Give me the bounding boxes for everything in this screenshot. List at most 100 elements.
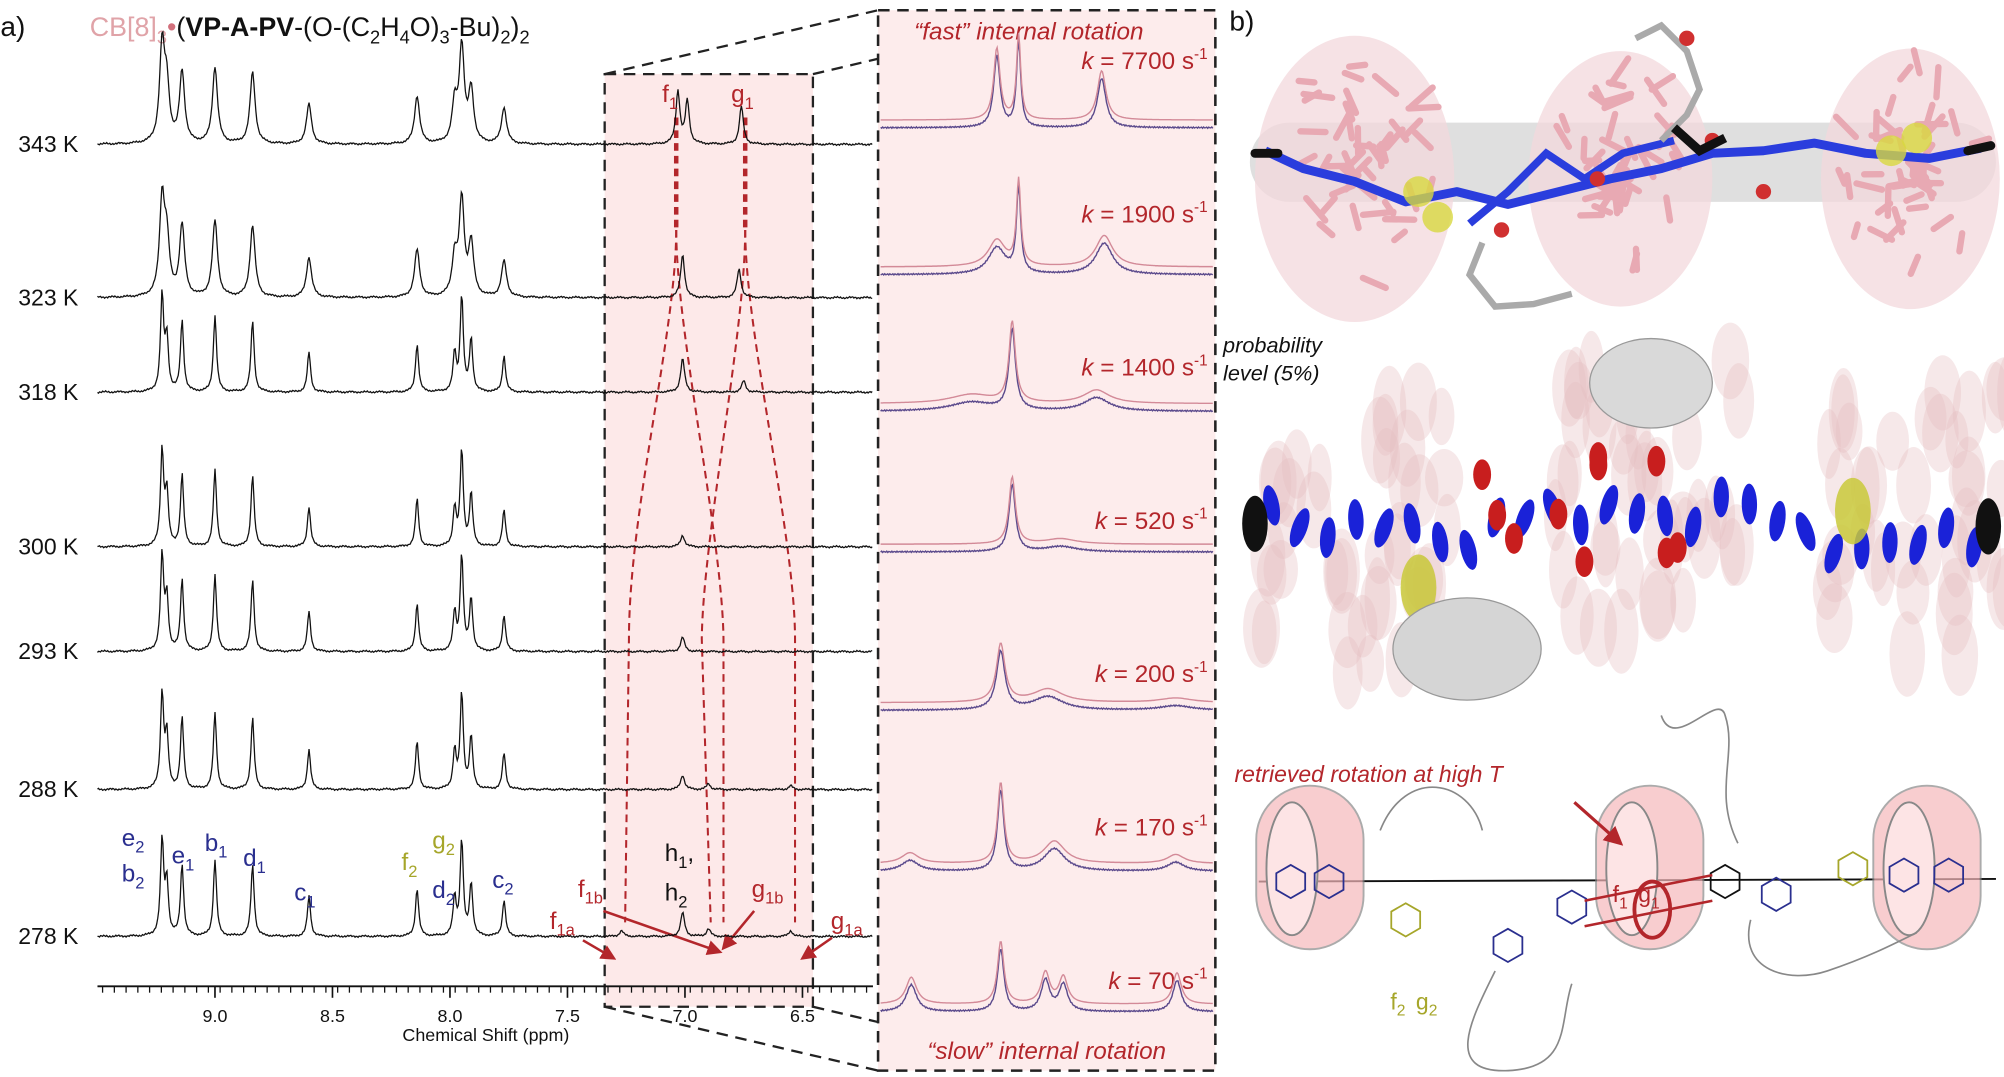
bond xyxy=(1465,241,1573,310)
temperature-label: 318 K xyxy=(18,379,79,405)
text-part: 1 xyxy=(218,844,227,862)
text-part: 2 xyxy=(1397,1003,1406,1020)
peak-label: f1a xyxy=(550,908,576,940)
bond xyxy=(1875,126,1904,143)
ellipsoid xyxy=(1876,411,1910,471)
peak-arrows xyxy=(582,909,833,960)
ellipsoid xyxy=(1941,614,1979,696)
panel-label: a) xyxy=(0,11,25,42)
bond xyxy=(1956,230,1966,255)
simulated-trace xyxy=(880,176,1213,268)
text-part: 1 xyxy=(1619,895,1628,912)
ellipsoid xyxy=(1243,588,1281,668)
text-part: -Bu) xyxy=(450,12,501,42)
rate-value: = 1900 s xyxy=(1094,201,1195,228)
bond xyxy=(1910,47,1923,77)
atom xyxy=(1422,201,1453,233)
ring xyxy=(1313,863,1345,900)
bond xyxy=(1297,128,1329,136)
ellipsoid xyxy=(1347,594,1378,658)
peak-label: g1b xyxy=(752,876,784,908)
ellipsoid xyxy=(1361,396,1399,484)
nmr-spectrum xyxy=(97,185,873,300)
ellipsoid xyxy=(1945,411,1969,469)
text-part: 1a xyxy=(844,922,863,940)
ellipsoid xyxy=(1831,374,1855,449)
nmr-spectrum xyxy=(97,30,873,147)
rate-exponent: -1 xyxy=(1194,812,1208,829)
ring xyxy=(1556,889,1588,925)
ellipsoid xyxy=(1332,636,1363,710)
experimental-trace xyxy=(880,483,1214,554)
bond xyxy=(1883,219,1907,243)
arrow xyxy=(582,939,617,960)
scheme-label: g1 xyxy=(1638,881,1660,912)
bond xyxy=(1968,135,1993,147)
text-part: g xyxy=(432,827,446,854)
atom xyxy=(1901,122,1933,154)
ring xyxy=(1492,927,1524,964)
text-part: 3 xyxy=(440,26,450,47)
x-tick-label: 9.0 xyxy=(203,1006,228,1026)
ellipsoid xyxy=(1599,484,1619,525)
peak-label: g1a xyxy=(831,908,864,940)
ellipsoid xyxy=(1835,402,1863,461)
ellipsoid xyxy=(1997,357,2004,431)
ring xyxy=(1837,851,1869,887)
experimental-trace xyxy=(880,948,1214,1013)
text-part: g xyxy=(1638,881,1651,907)
ellipsoid xyxy=(1684,506,1702,548)
bond xyxy=(1907,253,1922,278)
bond xyxy=(1903,191,1925,204)
ellipsoid xyxy=(1812,558,1842,621)
bond xyxy=(1671,124,1728,157)
rate-symbol: k xyxy=(1081,355,1095,382)
figure-title: CB[8]3•(VP-A-PV-(O-(C2H4O)3-Bu)2)2 xyxy=(90,12,530,48)
ellipsoid xyxy=(1889,611,1926,697)
text-part: h xyxy=(665,840,678,867)
rate-label: k = 200 s-1 xyxy=(1095,659,1208,688)
guide xyxy=(624,229,678,923)
ellipsoid xyxy=(1242,495,1268,552)
atom xyxy=(1589,171,1606,187)
ellipsoid xyxy=(1392,597,1542,701)
text-part: c xyxy=(294,880,306,907)
peak-label: c1 xyxy=(294,880,315,912)
rate-value: = 7700 s xyxy=(1094,48,1195,75)
rotation-note: retrieved rotation at high T xyxy=(1235,761,1505,787)
peak-label: e2 xyxy=(122,825,145,857)
peak-label: g2 xyxy=(432,827,455,859)
macrocycle xyxy=(1605,801,1659,937)
bond xyxy=(1948,108,1961,137)
bond xyxy=(1467,136,1675,227)
bond xyxy=(1303,194,1329,224)
simulated-trace xyxy=(880,320,1213,405)
molecular-models xyxy=(1242,21,2004,1072)
ellipsoid xyxy=(1922,393,1959,473)
ellipsoid xyxy=(1549,498,1568,530)
ellipsoid xyxy=(1948,450,1985,508)
ellipsoid xyxy=(1909,524,1927,565)
text-part: 1 xyxy=(669,95,678,113)
rate-exponent: -1 xyxy=(1194,46,1208,63)
ellipsoid xyxy=(1328,591,1367,669)
temperature-label: 293 K xyxy=(18,638,79,664)
x-tick-label: 8.5 xyxy=(320,1006,345,1026)
temperature-label: 278 K xyxy=(18,923,79,949)
rate-value: = 520 s xyxy=(1107,508,1194,535)
bond xyxy=(1297,152,1318,167)
text-part: f xyxy=(578,876,585,903)
ellipsoid xyxy=(1952,370,1986,452)
ellipsoid xyxy=(1608,418,1638,475)
bond xyxy=(1343,87,1360,117)
text-part: 2 xyxy=(446,841,455,859)
text-part: g xyxy=(752,876,766,903)
bond xyxy=(1835,166,1848,187)
arrow xyxy=(721,910,756,951)
ellipsoid xyxy=(1348,499,1364,540)
ellipsoid xyxy=(1459,529,1478,570)
bond xyxy=(1624,181,1643,195)
ellipsoid xyxy=(1326,538,1357,612)
peak-label: g1 xyxy=(731,81,754,113)
bond xyxy=(1407,84,1436,110)
